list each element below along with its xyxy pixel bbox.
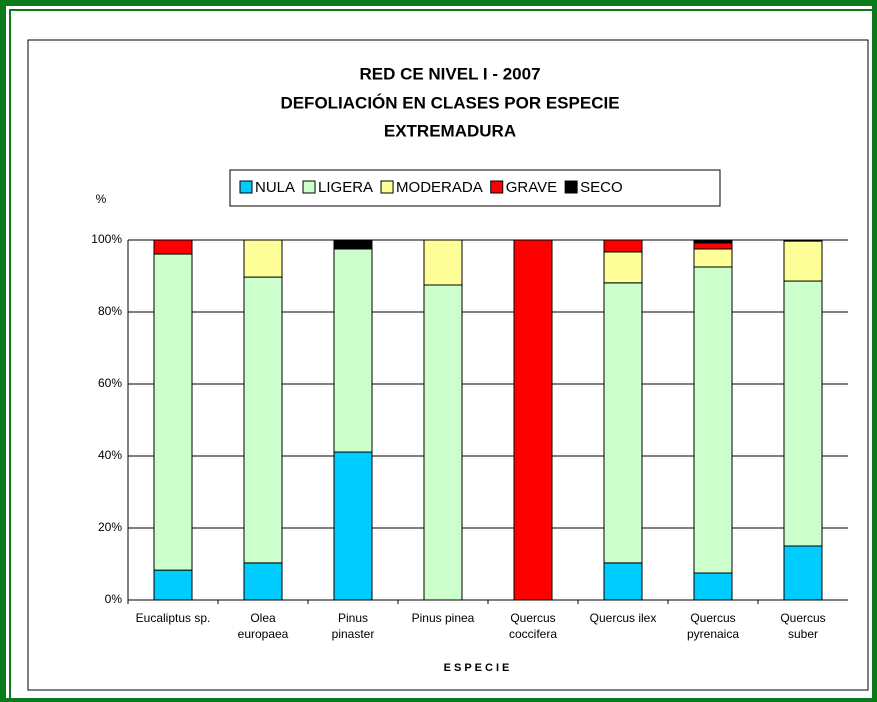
bar-segment (693, 248, 733, 268)
bar-segment (693, 239, 733, 244)
legend-label: SECO (580, 179, 623, 196)
x-tick-label: Quercus pyrenaica (686, 611, 740, 641)
x-tick-label: Pinus pinaster (331, 611, 375, 641)
legend-label: LIGERA (318, 179, 373, 196)
chart-title: EXTREMADURA (384, 121, 516, 140)
legend-swatch (380, 180, 394, 194)
bar-segment (513, 239, 553, 601)
chart-title: RED CE NIVEL I - 2007 (359, 64, 540, 83)
x-tick-label: Quercus coccifera (508, 611, 558, 641)
chart-title: DEFOLIACIÓN EN CLASES POR ESPECIE (280, 93, 619, 112)
bar-segment (333, 248, 373, 453)
bar-segment (783, 239, 823, 242)
legend-swatch (490, 180, 504, 194)
y-tick-label: 20% (98, 520, 122, 534)
legend-swatch (564, 180, 578, 194)
bar-segment (333, 451, 373, 601)
bar-segment (603, 282, 643, 564)
y-axis-label: % (96, 192, 107, 206)
bar-segment (693, 242, 733, 250)
bar-segment (243, 239, 283, 278)
x-tick-label: Quercus ilex (589, 611, 657, 625)
bar-segment (243, 562, 283, 601)
bar-segment (153, 569, 193, 601)
bar-segment (423, 239, 463, 286)
y-tick-label: 0% (105, 592, 123, 606)
bar-segment (243, 276, 283, 564)
legend-label: NULA (255, 179, 295, 196)
legend-swatch (302, 180, 316, 194)
bar-segment (693, 572, 733, 601)
frame-inner (9, 9, 877, 701)
bar-segment (333, 239, 373, 250)
bar-segment (423, 284, 463, 601)
bar-segment (783, 240, 823, 282)
bar-segment (783, 545, 823, 601)
x-tick-label: Olea europaea (237, 611, 289, 641)
legend-swatch (239, 180, 253, 194)
bar-segment (153, 239, 193, 255)
y-tick-label: 80% (98, 304, 122, 318)
x-tick-label: Eucaliptus sp. (135, 611, 211, 625)
x-tick-label: Quercus suber (780, 611, 826, 641)
y-tick-label: 100% (91, 232, 122, 246)
bar-segment (153, 253, 193, 571)
bar-segment (603, 239, 643, 253)
y-tick-label: 40% (98, 448, 122, 462)
x-tick-label: Pinus pinea (411, 611, 475, 625)
bar-segment (693, 266, 733, 574)
bar-segment (603, 562, 643, 601)
legend-label: GRAVE (506, 179, 557, 196)
y-tick-label: 60% (98, 376, 122, 390)
legend-label: MODERADA (396, 179, 483, 196)
bar-segment (783, 280, 823, 547)
legend-box (229, 169, 721, 207)
x-axis-label: ESPECIE (444, 662, 513, 674)
bar-segment (603, 251, 643, 284)
